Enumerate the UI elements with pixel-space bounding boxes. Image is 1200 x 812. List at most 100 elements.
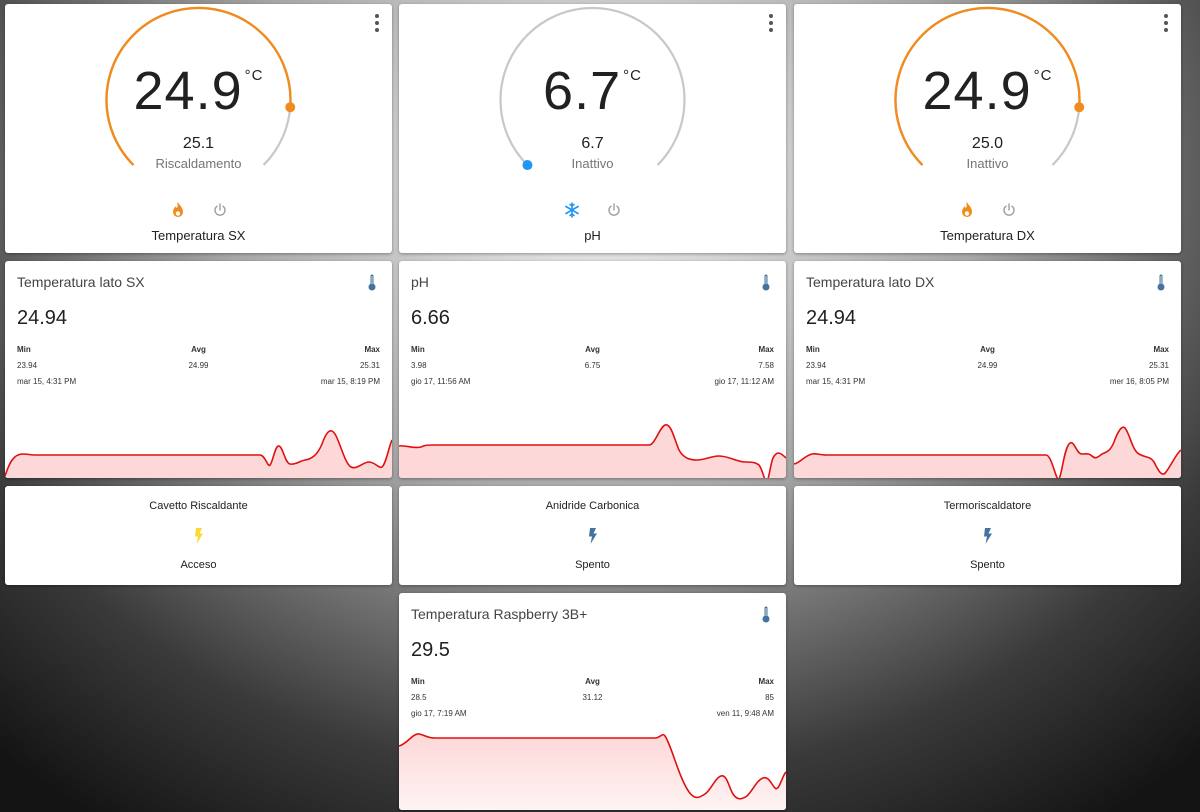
temperature-gauge[interactable] [794, 4, 1181, 253]
max-value: 7.58 [758, 361, 774, 370]
sensor-title: Temperatura Raspberry 3B+ [411, 606, 588, 622]
more-options-icon[interactable] [374, 14, 380, 32]
graph-fill [794, 427, 1181, 478]
sensor-title: pH [411, 274, 429, 290]
switch-name: Termoriscaldatore [943, 500, 1032, 512]
temperature-gauge[interactable] [5, 4, 392, 253]
switch-card-termoriscaldatore[interactable]: Termoriscaldatore Spento [794, 486, 1181, 585]
target-temperature: 25.1 [182, 135, 215, 152]
min-time: mar 15, 4:31 PM [17, 377, 77, 386]
thermometer-icon [1157, 274, 1165, 291]
sensor-stats: Min Avg Max 28.5 31.12 85 gio 17, 7:19 AM ven… [411, 677, 774, 725]
graph-fill [399, 424, 786, 478]
switch-card-cavetto[interactable]: Cavetto Riscaldante Acceso [5, 486, 392, 585]
avg-value: 6.75 [584, 361, 601, 370]
avg-label: Avg [980, 345, 995, 354]
history-graph[interactable] [794, 398, 1181, 478]
flame-icon[interactable] [168, 200, 188, 220]
thermostat-card-dx: 24.9 °C 25.0 Inattivo Temperatura DX [794, 4, 1181, 253]
min-label: Min [411, 677, 425, 686]
switch-name: Anidride Carbonica [545, 500, 640, 512]
max-time: mar 15, 8:19 PM [320, 377, 380, 386]
sensor-title: Temperatura lato SX [17, 274, 145, 290]
avg-label: Avg [191, 345, 206, 354]
target-temperature: 25.0 [971, 135, 1004, 152]
target-value: 6.7 [581, 135, 604, 152]
sensor-value: 24.94 [806, 307, 857, 329]
thermometer-icon [762, 606, 770, 623]
switch-state: Spento [970, 559, 1005, 571]
max-label: Max [758, 345, 774, 354]
min-label: Min [411, 345, 425, 354]
max-label: Max [758, 677, 774, 686]
min-label: Min [806, 345, 820, 354]
more-options-icon[interactable] [768, 14, 774, 32]
hvac-mode-label: Riscaldamento [155, 156, 242, 171]
switch-state: Spento [575, 559, 610, 571]
gauge-handle[interactable] [522, 160, 533, 171]
thermostat-card-sx: 24.9 °C 25.1 Riscaldamento Temperatura SX [5, 4, 392, 253]
flash-icon[interactable] [588, 528, 598, 544]
max-value: 25.31 [1148, 361, 1169, 370]
max-value: 25.31 [359, 361, 380, 370]
flash-icon[interactable] [983, 528, 993, 544]
current-temperature: 24.9 °C [133, 61, 264, 121]
min-time: gio 17, 7:19 AM [411, 709, 467, 718]
avg-label: Avg [585, 677, 600, 686]
gauge-handle[interactable] [285, 102, 296, 113]
thermostat-card-ph: 6.7 °C 6.7 Inattivo pH [399, 4, 786, 253]
gauge-value-arc [105, 6, 292, 166]
sensor-stats: Min Avg Max 3.98 6.75 7.58 gio 17, 11:56 AM g… [411, 345, 774, 393]
thermometer-icon [368, 274, 376, 291]
gauge-value-arc [894, 6, 1081, 166]
more-options-icon[interactable] [1163, 14, 1169, 32]
thermometer-icon [762, 274, 770, 291]
current-value: 6.7 °C [543, 61, 642, 121]
sensor-card-raspberry[interactable]: Temperatura Raspberry 3B+ 29.5 Min Avg Max… [399, 593, 786, 810]
avg-label: Avg [585, 345, 600, 354]
min-value: 23.94 [806, 361, 827, 370]
avg-value: 24.99 [977, 361, 998, 370]
switch-card-anidride[interactable]: Anidride Carbonica Spento [399, 486, 786, 585]
sensor-stats: Min Avg Max 23.94 24.99 25.31 mar 15, 4:31 P… [806, 345, 1169, 393]
history-graph[interactable] [399, 398, 786, 478]
current-temperature: 24.9 °C [922, 61, 1053, 121]
sensor-card-ph[interactable]: pH 6.66 Min Avg Max 3.98 6.75 7.58 gio 17, 1… [399, 261, 786, 478]
ph-gauge[interactable] [399, 4, 786, 253]
avg-value: 24.99 [188, 361, 209, 370]
sensor-value: 6.66 [411, 307, 450, 329]
max-time: mer 16, 8:05 PM [1109, 377, 1169, 386]
avg-value: 31.12 [582, 693, 603, 702]
min-value: 28.5 [411, 693, 427, 702]
max-time: ven 11, 9:48 AM [716, 709, 774, 718]
sensor-value: 29.5 [411, 639, 450, 661]
switch-state: Acceso [180, 559, 217, 571]
flash-icon[interactable] [194, 528, 204, 544]
power-icon[interactable] [210, 200, 230, 220]
thermostat-name: pH [584, 228, 601, 243]
max-time: gio 17, 11:12 AM [714, 377, 774, 386]
power-icon[interactable] [999, 200, 1019, 220]
min-time: mar 15, 4:31 PM [806, 377, 866, 386]
max-value: 85 [765, 693, 774, 702]
snowflake-icon[interactable] [562, 200, 582, 220]
min-time: gio 17, 11:56 AM [411, 377, 471, 386]
graph-line [399, 733, 786, 800]
sensor-card-temp-dx[interactable]: Temperatura lato DX 24.94 Min Avg Max 23.9… [794, 261, 1181, 478]
sensor-card-temp-sx[interactable]: Temperatura lato SX 24.94 Min Avg Max 23.9… [5, 261, 392, 478]
thermostat-name: Temperatura DX [940, 228, 1035, 243]
thermostat-name: Temperatura SX [151, 228, 246, 243]
graph-line [794, 426, 1181, 478]
hvac-mode-label: Inattivo [966, 156, 1009, 171]
flame-icon[interactable] [957, 200, 977, 220]
power-icon[interactable] [604, 200, 624, 220]
gauge-handle[interactable] [1074, 102, 1085, 113]
history-graph[interactable] [399, 730, 786, 810]
sensor-value: 24.94 [17, 307, 68, 329]
gauge-track [499, 6, 686, 166]
graph-fill [399, 733, 786, 810]
sensor-stats: Min Avg Max 23.94 24.99 25.31 mar 15, 4:31 P… [17, 345, 380, 393]
graph-line [5, 430, 392, 477]
history-graph[interactable] [5, 398, 392, 478]
hvac-mode-label: Inattivo [571, 156, 614, 171]
